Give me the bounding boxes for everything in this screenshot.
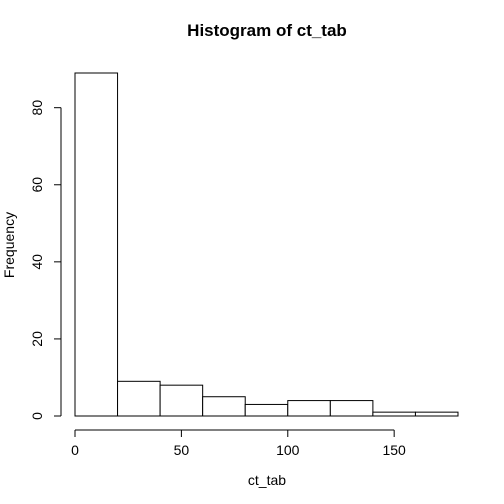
y-axis: 0 20 40 60 80 <box>29 100 62 420</box>
y-tick-label-3: 60 <box>29 177 45 193</box>
histogram-bar-2 <box>159 384 204 417</box>
x-axis-label: ct_tab <box>248 472 286 488</box>
histogram-bar-0 <box>74 72 119 417</box>
x-tick-label-0: 0 <box>71 442 79 458</box>
y-axis-label: Frequency <box>1 212 17 278</box>
histogram-bar-7 <box>372 411 416 417</box>
x-tick-label-2: 100 <box>276 442 300 458</box>
y-tick-label-0: 0 <box>29 412 45 420</box>
histogram-bar-5 <box>287 400 331 417</box>
histogram-bar-1 <box>117 380 161 417</box>
chart-title: Histogram of ct_tab <box>187 21 347 40</box>
y-tick-label-2: 40 <box>29 254 45 270</box>
histogram-bar-3 <box>202 396 246 417</box>
histogram-bar-4 <box>244 403 289 417</box>
histogram-bar-8 <box>414 411 459 417</box>
x-tick-label-3: 150 <box>382 442 406 458</box>
x-axis: 0 50 100 150 <box>71 429 406 458</box>
bars-group <box>74 72 459 417</box>
histogram-bar-6 <box>329 400 374 417</box>
x-tick-label-1: 50 <box>174 442 190 458</box>
y-tick-label-4: 80 <box>29 100 45 116</box>
y-tick-label-1: 20 <box>29 331 45 347</box>
